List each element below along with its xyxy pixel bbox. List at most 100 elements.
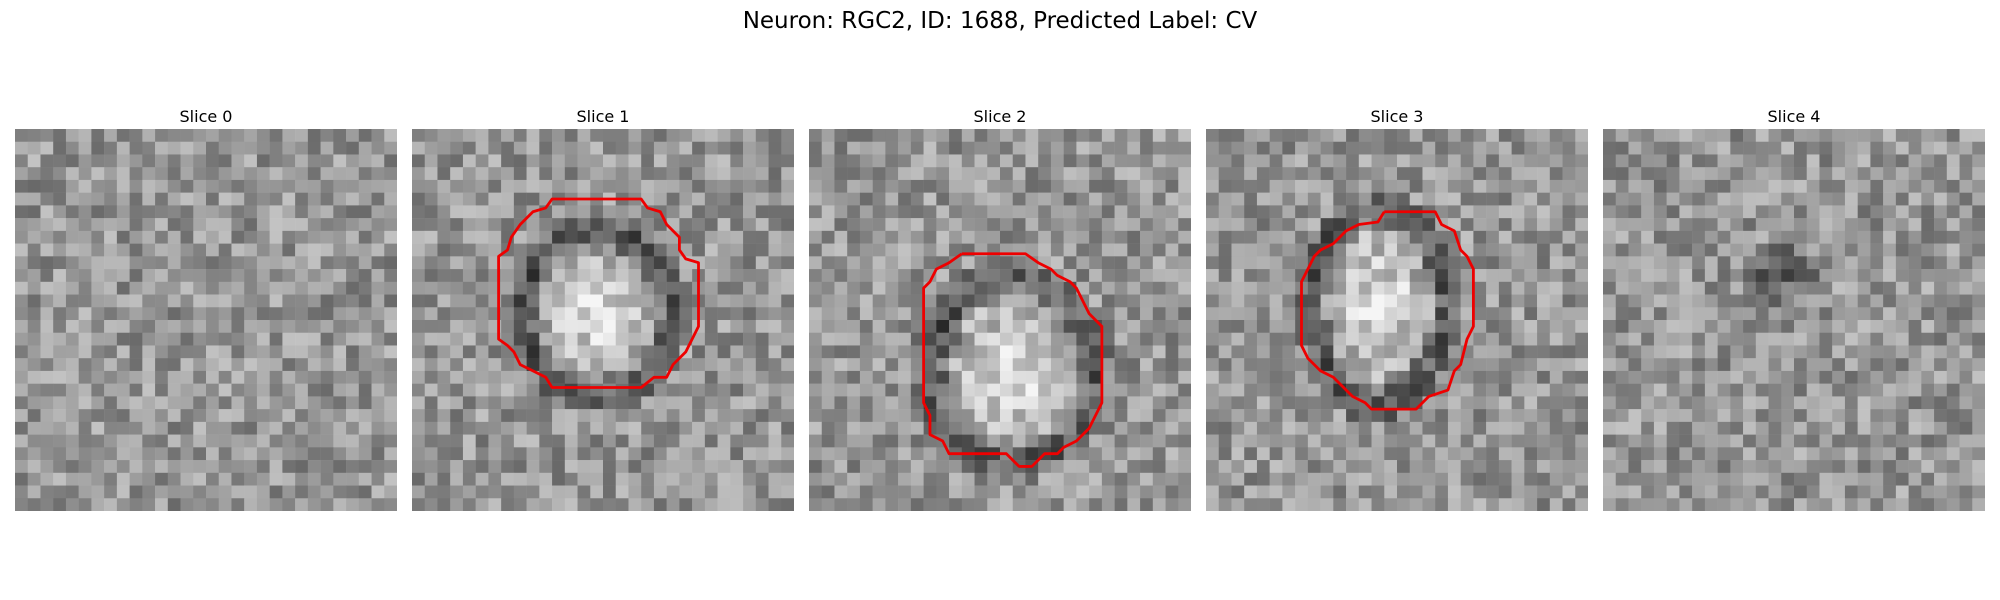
pixel (1666, 472, 1680, 486)
pixel (1857, 345, 1871, 359)
pixel (320, 230, 334, 244)
pixel (193, 421, 207, 435)
pixel (1653, 460, 1667, 474)
pixel (1140, 396, 1154, 410)
pixel (1089, 472, 1103, 486)
pixel (641, 460, 655, 474)
pixel (1562, 485, 1576, 499)
pixel (1575, 256, 1588, 270)
pixel (1076, 434, 1090, 448)
pixel (1615, 498, 1629, 511)
pixel (1165, 192, 1179, 206)
pixel (1511, 409, 1525, 423)
pixel (1000, 396, 1013, 410)
pixel (358, 383, 372, 397)
pixel (730, 320, 744, 333)
pixel (346, 294, 360, 308)
pixel (628, 320, 642, 333)
pixel (885, 370, 899, 384)
pixel (1397, 307, 1410, 321)
pixel (295, 498, 309, 511)
pixel (1282, 409, 1296, 423)
slice-image-3 (1206, 129, 1588, 511)
pixel (475, 154, 489, 168)
pixel (155, 358, 169, 372)
pixel (424, 383, 438, 397)
pixel (847, 167, 861, 181)
pixel (781, 447, 794, 461)
pixel (1972, 409, 1985, 423)
pixel (910, 294, 924, 308)
pixel (1883, 498, 1897, 511)
pixel (167, 396, 181, 410)
pixel (847, 498, 861, 511)
pixel (1641, 154, 1655, 168)
pixel (256, 345, 270, 359)
pixel (53, 358, 67, 372)
pixel (1895, 383, 1909, 397)
pixel (1165, 179, 1179, 193)
pixel (1575, 332, 1588, 346)
pixel (193, 345, 207, 359)
pixel (244, 179, 258, 193)
pixel (1127, 179, 1141, 193)
pixel (615, 370, 629, 384)
pixel (1498, 281, 1512, 295)
pixel (206, 421, 219, 435)
pixel (333, 154, 347, 168)
pixel (1422, 230, 1436, 244)
pixel (1152, 320, 1166, 333)
pixel (142, 269, 156, 283)
pixel (1076, 358, 1090, 372)
pixel (834, 498, 848, 511)
pixel (1244, 460, 1258, 474)
pixel (936, 498, 950, 511)
pixel (910, 218, 924, 232)
pixel (1549, 370, 1563, 384)
pixel (1498, 218, 1512, 232)
pixel (1653, 421, 1667, 435)
pixel (256, 167, 270, 181)
pixel (116, 218, 130, 232)
pixel (847, 243, 861, 257)
pixel (346, 192, 360, 206)
pixel (1895, 256, 1909, 270)
pixel (1806, 141, 1820, 155)
pixel (961, 141, 975, 155)
pixel (1603, 370, 1616, 384)
pixel (1000, 281, 1013, 295)
pixel (1794, 218, 1807, 232)
pixel (1895, 205, 1909, 219)
pixel (936, 167, 950, 181)
pixel (1959, 485, 1973, 499)
pixel (1934, 154, 1948, 168)
pixel (987, 167, 1001, 181)
pixel (358, 218, 372, 232)
pixel (821, 230, 835, 244)
pixel (704, 230, 718, 244)
pixel (307, 307, 321, 321)
pixel (1358, 498, 1372, 511)
pixel (679, 218, 693, 232)
pixel (1422, 141, 1436, 155)
pixel (1256, 383, 1270, 397)
pixel (1946, 434, 1960, 448)
pixel (1435, 129, 1449, 142)
pixel (1641, 472, 1655, 486)
pixel (923, 167, 937, 181)
pixel (1295, 179, 1309, 193)
pixel (1346, 345, 1360, 359)
pixel (872, 498, 886, 511)
pixel (1549, 345, 1563, 359)
pixel (809, 485, 822, 499)
pixel (295, 434, 309, 448)
pixel (1127, 472, 1141, 486)
pixel (333, 485, 347, 499)
pixel (1653, 179, 1667, 193)
pixel (1422, 345, 1436, 359)
pixel (539, 218, 553, 232)
pixel (1959, 281, 1973, 295)
pixel (437, 472, 451, 486)
pixel (1447, 447, 1461, 461)
pixel (1934, 230, 1948, 244)
